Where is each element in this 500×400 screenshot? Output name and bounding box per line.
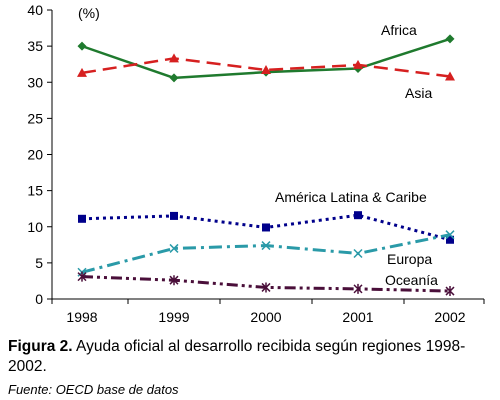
x-tick-label: 2002 bbox=[434, 309, 465, 325]
data-point bbox=[169, 53, 179, 63]
y-unit-label: (%) bbox=[78, 5, 100, 21]
figure-caption: Figura 2. Ayuda oficial al desarrollo re… bbox=[8, 337, 494, 377]
data-point bbox=[446, 235, 454, 244]
y-tick-label: 10 bbox=[27, 219, 43, 235]
y-tick-label: 0 bbox=[35, 291, 43, 307]
y-tick-label: 35 bbox=[27, 38, 43, 54]
data-point bbox=[445, 34, 455, 44]
y-tick-label: 20 bbox=[27, 147, 43, 163]
data-point bbox=[169, 73, 179, 83]
x-tick-label: 1999 bbox=[158, 309, 189, 325]
series-label: Oceanía bbox=[385, 272, 438, 288]
figure-source: Fuente: OECD base de datos bbox=[8, 382, 179, 397]
y-tick-label: 25 bbox=[27, 110, 43, 126]
y-tick-label: 40 bbox=[27, 2, 43, 18]
data-point bbox=[170, 211, 178, 220]
caption-text: Ayuda oficial al desarrollo recibida seg… bbox=[8, 338, 466, 375]
data-point bbox=[353, 59, 363, 69]
x-tick-label: 2001 bbox=[342, 309, 373, 325]
data-point bbox=[77, 271, 87, 282]
data-point bbox=[261, 241, 271, 251]
y-tick-label: 15 bbox=[27, 183, 43, 199]
data-point bbox=[169, 243, 179, 253]
data-point bbox=[445, 286, 455, 297]
data-point bbox=[261, 64, 271, 74]
data-point bbox=[261, 282, 271, 293]
data-point bbox=[353, 248, 363, 259]
series-label: Europa bbox=[387, 251, 432, 267]
data-point bbox=[353, 283, 363, 294]
x-tick-label: 2000 bbox=[250, 309, 281, 325]
data-point bbox=[354, 211, 362, 220]
series-label: América Latina & Caribe bbox=[275, 189, 427, 205]
data-point bbox=[77, 41, 87, 51]
data-point bbox=[445, 71, 455, 81]
series-label: Africa bbox=[381, 22, 417, 38]
data-point bbox=[77, 67, 87, 77]
data-point bbox=[445, 230, 455, 240]
series-label: Asia bbox=[405, 85, 432, 101]
data-point bbox=[262, 223, 270, 232]
data-point bbox=[78, 214, 86, 223]
y-tick-label: 30 bbox=[27, 74, 43, 90]
line-chart: 0 5 10 15 20 25 30 35 40 1998 1999 2000 2001 2002 (%) A… bbox=[27, 2, 485, 325]
caption-label: Figura 2. bbox=[8, 338, 73, 355]
data-point bbox=[169, 275, 179, 286]
x-tick-label: 1998 bbox=[66, 309, 97, 325]
y-tick-label: 5 bbox=[35, 255, 43, 271]
